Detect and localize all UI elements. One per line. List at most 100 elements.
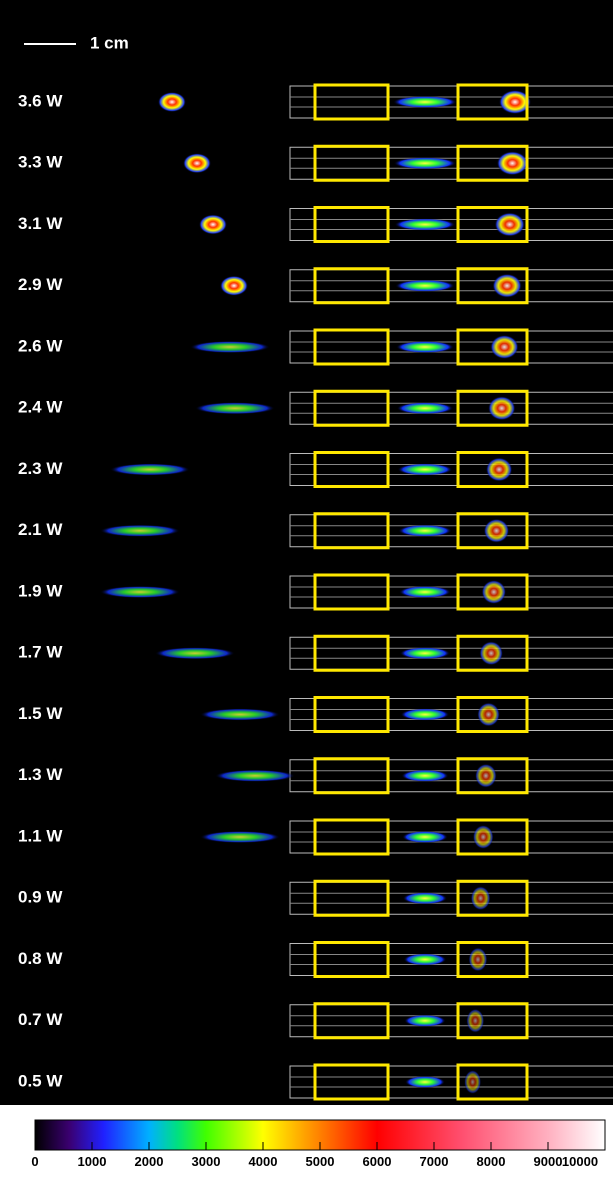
yellow-box: [456, 634, 529, 672]
colorbar-tick-label: 9000: [534, 1154, 563, 1169]
tube: [289, 698, 613, 731]
yellow-box: [456, 941, 529, 978]
hotspot: [496, 151, 528, 176]
yellow-box: [456, 757, 529, 795]
tube: [289, 1004, 613, 1038]
tube: [289, 943, 613, 976]
yellow-box: [313, 389, 390, 427]
tube: [289, 1065, 613, 1099]
yellow-box: [313, 328, 390, 366]
hotspot: [468, 947, 488, 972]
yellow-box: [456, 512, 529, 550]
yellow-box: [456, 144, 529, 182]
colorbar-tick-label: 0: [31, 1154, 38, 1169]
hotspot: [483, 518, 510, 543]
row-label: 0.5 W: [18, 1071, 63, 1090]
yellow-box: [456, 267, 529, 305]
tube: [289, 453, 613, 486]
colorbar-tick-label: 1000: [78, 1154, 107, 1169]
hotspot: [470, 886, 491, 911]
yellow-box: [313, 267, 390, 305]
hotspot: [492, 273, 522, 298]
yellow-box: [456, 573, 529, 611]
colorbar-tick-label: 4000: [249, 1154, 278, 1169]
mid-glow: [393, 157, 457, 170]
left-glow: [215, 769, 295, 782]
hotspot: [494, 212, 525, 237]
row-label: 0.8 W: [18, 949, 63, 968]
left-glow: [100, 524, 180, 537]
colorbar-tick-label: 8000: [477, 1154, 506, 1169]
tube: [289, 514, 613, 548]
colorbar-tick-label: 3000: [192, 1154, 221, 1169]
mid-glow: [395, 279, 455, 292]
tube: [289, 85, 613, 119]
mid-glow: [402, 892, 448, 905]
yellow-box: [313, 941, 390, 978]
tube: [289, 269, 613, 303]
tube: [289, 636, 613, 670]
row-label: 1.5 W: [18, 704, 63, 723]
mid-glow: [403, 953, 447, 966]
yellow-box: [313, 634, 390, 672]
rows: 3.6 W 3.3 W 3.1 W 2.9 W 2.6 W 2.4 W 2.3 W 2.1 W…: [18, 83, 613, 1101]
mid-glow: [397, 463, 453, 476]
row-label: 3.3 W: [18, 153, 63, 172]
mid-glow: [400, 708, 450, 721]
scale-bar-label: 1 cm: [90, 33, 129, 52]
left-glow: [195, 402, 275, 415]
row-label: 2.1 W: [18, 520, 63, 539]
hotspot: [499, 90, 531, 114]
colorbar-tick-label: 6000: [363, 1154, 392, 1169]
mid-glow: [401, 769, 449, 782]
mid-glow: [396, 341, 454, 353]
row-label: 1.7 W: [18, 643, 63, 662]
yellow-box: [313, 1063, 390, 1101]
yellow-box: [313, 206, 390, 243]
hotspot: [485, 457, 513, 482]
row-label: 2.9 W: [18, 275, 63, 294]
mid-glow: [398, 524, 452, 537]
tube: [289, 575, 613, 609]
left-glow: [100, 586, 180, 598]
yellow-box: [313, 879, 390, 917]
hotspot: [472, 825, 494, 849]
mid-glow: [394, 218, 456, 231]
colorbar-tick-label: 2000: [135, 1154, 164, 1169]
left-glow: [155, 647, 235, 660]
yellow-box: [456, 83, 529, 121]
hotspot: [477, 702, 500, 727]
tube: [289, 146, 613, 180]
yellow-box: [456, 818, 529, 856]
row-label: 1.1 W: [18, 826, 63, 845]
row-label: 2.3 W: [18, 459, 63, 478]
hotspot: [481, 580, 507, 604]
row-label: 1.3 W: [18, 765, 63, 784]
yellow-box: [313, 696, 390, 733]
yellow-box: [313, 757, 390, 795]
yellow-box: [313, 83, 390, 121]
yellow-box: [456, 696, 529, 733]
hotspot: [466, 1008, 485, 1033]
row-label: 1.9 W: [18, 581, 63, 600]
yellow-box: [313, 512, 390, 550]
yellow-box: [313, 144, 390, 182]
mid-glow: [405, 1076, 445, 1088]
hotspot: [479, 641, 503, 666]
mid-glow: [399, 647, 451, 660]
colorbar-tick-label: 7000: [420, 1154, 449, 1169]
left-glow: [200, 831, 280, 843]
row-label: 2.4 W: [18, 398, 63, 417]
yellow-box: [313, 573, 390, 611]
focus-spot: [220, 275, 248, 296]
yellow-box: [456, 389, 529, 427]
mid-glow: [399, 586, 451, 598]
colorbar-tick-label: 10000: [562, 1154, 598, 1169]
left-glow: [110, 463, 190, 476]
yellow-box: [456, 206, 529, 243]
left-glow: [200, 708, 280, 721]
mid-glow: [402, 831, 448, 843]
image-background: [0, 0, 613, 1105]
colorbar-ticks: 0 1000 2000 3000 4000 5000 6000 7000 8000 9000 100…: [31, 1142, 606, 1169]
